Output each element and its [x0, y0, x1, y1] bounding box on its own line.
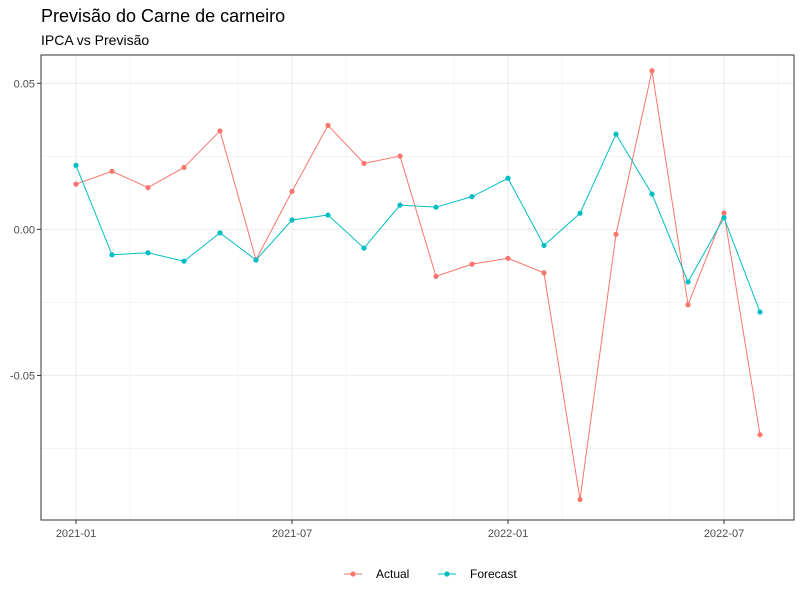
data-point-actual	[433, 273, 439, 280]
data-point-forecast	[289, 217, 295, 223]
data-point-forecast	[145, 250, 151, 256]
data-point-forecast	[685, 279, 691, 285]
data-point-actual	[109, 168, 115, 174]
data-point-actual	[721, 210, 727, 216]
legend-label-forecast: Forecast	[470, 567, 517, 581]
data-point-forecast	[73, 162, 79, 169]
data-point-forecast	[757, 309, 763, 315]
x-tick-label: 2022-07	[704, 528, 744, 540]
data-point-forecast	[253, 257, 259, 263]
legend-label-actual: Actual	[376, 567, 409, 581]
series-line-actual	[75, 70, 761, 500]
data-point-forecast	[181, 258, 187, 264]
data-point-forecast	[577, 210, 583, 216]
data-point-forecast	[433, 204, 439, 210]
y-tick-label: 0.00	[14, 224, 35, 236]
legend-key-point	[444, 571, 450, 577]
data-point-actual	[613, 231, 619, 237]
data-point-forecast	[109, 252, 115, 258]
chart-title: Previsão do Carne de carneiro	[41, 6, 286, 26]
data-point-actual	[145, 185, 151, 191]
data-point-forecast	[217, 230, 223, 236]
data-point-actual	[505, 255, 511, 261]
legend-key-point	[350, 571, 356, 577]
data-point-actual	[685, 302, 691, 308]
data-point-actual	[325, 122, 331, 128]
y-tick-label: 0.05	[14, 78, 35, 90]
data-point-actual	[217, 128, 223, 134]
data-point-actual	[757, 432, 763, 438]
series-line-forecast	[75, 133, 761, 313]
data-point-actual	[577, 496, 583, 503]
data-point-forecast	[325, 212, 331, 218]
data-point-forecast	[541, 242, 547, 249]
x-tick-label: 2022-01	[488, 528, 528, 540]
data-point-actual	[361, 160, 367, 166]
chart-subtitle: IPCA vs Previsão	[41, 32, 150, 48]
data-point-forecast	[505, 175, 511, 181]
data-point-actual	[649, 68, 655, 74]
data-point-actual	[73, 181, 79, 187]
data-point-actual	[289, 188, 295, 195]
data-point-forecast	[397, 202, 403, 208]
data-point-forecast	[613, 131, 619, 137]
data-point-forecast	[721, 215, 727, 221]
plot-border	[40, 54, 795, 521]
data-point-forecast	[649, 191, 655, 197]
data-point-actual	[469, 261, 475, 267]
data-point-actual	[181, 164, 187, 171]
data-point-forecast	[469, 194, 475, 200]
data-point-forecast	[361, 245, 367, 251]
x-tick-label: 2021-07	[272, 528, 312, 540]
data-point-actual	[541, 270, 547, 276]
x-tick-label: 2021-01	[56, 528, 96, 540]
y-tick-label: -0.05	[10, 370, 35, 382]
plot-panel	[41, 55, 794, 520]
data-point-actual	[397, 153, 403, 159]
